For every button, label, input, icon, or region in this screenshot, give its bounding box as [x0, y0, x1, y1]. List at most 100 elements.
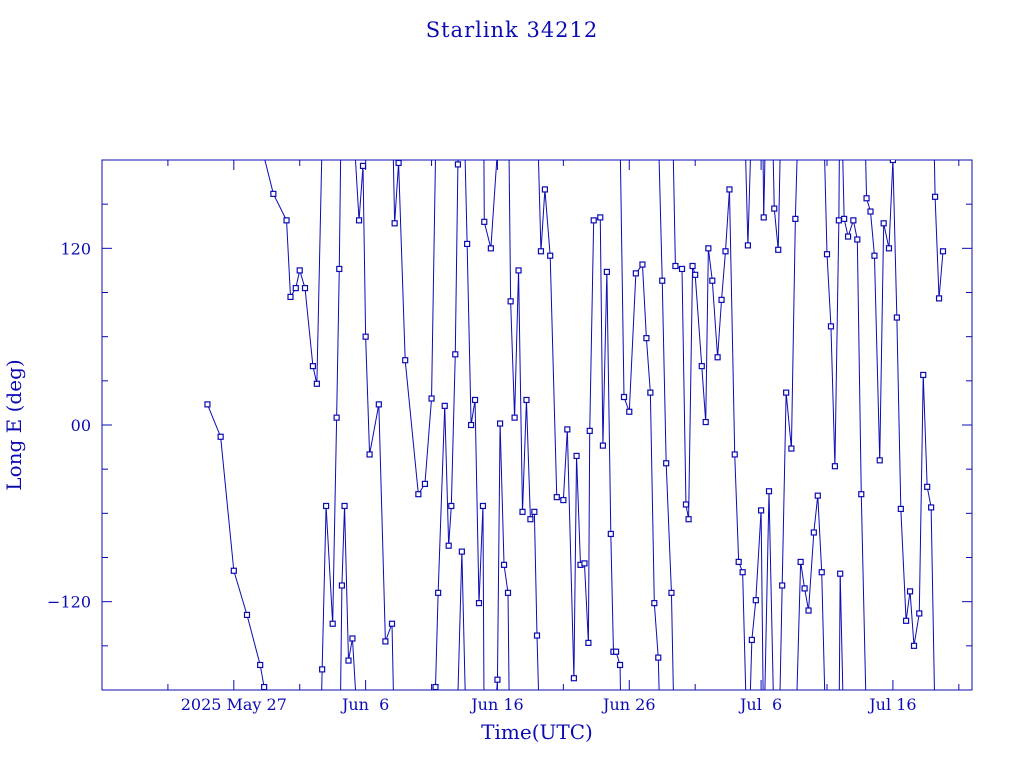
series-line-segment: [259, 664, 265, 688]
series-line-segment: [510, 301, 516, 418]
data-point-marker: [902, 617, 910, 624]
series-line-segment: [909, 591, 915, 646]
data-point-marker: [797, 558, 804, 566]
x-tick-label: Jun 6: [340, 695, 389, 714]
series-line-segment: [800, 561, 806, 589]
data-point-marker: [692, 271, 699, 278]
series-line-segment: [332, 417, 338, 624]
series-line-segment: [474, 399, 480, 604]
data-point-marker: [359, 162, 367, 169]
data-point-marker: [835, 217, 842, 224]
data-point-marker: [243, 611, 251, 619]
series-line-segment: [804, 588, 810, 611]
series-line-segment: [641, 264, 647, 339]
data-point-marker: [850, 217, 857, 224]
data-point-marker: [678, 265, 686, 273]
data-point-marker: [322, 502, 330, 510]
data-point-marker: [309, 363, 317, 370]
y-axis-title: Long E (deg): [2, 359, 26, 490]
data-point-marker: [783, 389, 790, 396]
series-line-segment: [499, 423, 505, 565]
series-line-segment: [525, 399, 531, 520]
series-line-segment: [338, 160, 342, 269]
data-point-marker: [718, 296, 725, 303]
data-point-marker: [541, 186, 549, 193]
data-point-marker: [867, 208, 874, 215]
series-line-segment: [404, 360, 419, 495]
series-line-segment: [576, 455, 581, 565]
data-point-marker: [388, 620, 396, 627]
series-line-segment: [711, 280, 719, 358]
series-line-segment: [694, 274, 703, 367]
data-point-marker: [682, 501, 690, 508]
x-tick-label: Jun 26: [601, 695, 655, 714]
data-point-marker: [448, 502, 455, 510]
series-line-segment: [745, 160, 749, 246]
data-point-marker: [523, 396, 530, 404]
data-point-marker: [487, 245, 494, 252]
data-point-marker: [204, 401, 211, 408]
data-point-marker: [827, 323, 835, 330]
data-point-marker: [313, 380, 320, 387]
data-point-marker: [939, 248, 947, 255]
data-point-marker: [897, 505, 904, 513]
data-point-marker: [863, 195, 870, 202]
series-line-segment: [839, 573, 844, 690]
data-point-marker: [643, 335, 650, 342]
series-line-segment: [478, 505, 484, 604]
data-point-marker: [844, 233, 852, 240]
series-line-segment: [768, 491, 774, 690]
data-point-marker: [428, 395, 435, 402]
series-line-segment: [688, 265, 694, 520]
series-line-segment: [537, 160, 542, 252]
data-point-marker: [668, 589, 675, 596]
series-line-segment: [602, 271, 608, 446]
data-point-marker: [935, 295, 943, 302]
series-line-segment: [508, 160, 512, 302]
series-line-segment: [220, 436, 235, 571]
series-line-segment: [870, 211, 875, 256]
data-point-marker: [564, 426, 571, 433]
data-point-marker: [553, 494, 560, 501]
series-line-segment: [900, 508, 907, 621]
data-point-marker: [349, 635, 356, 642]
series-line-segment: [653, 603, 659, 658]
series-line-segment: [749, 639, 753, 690]
data-point-marker: [744, 242, 752, 249]
data-point-marker: [496, 420, 504, 427]
data-point-marker: [375, 401, 382, 408]
series-line-segment: [325, 505, 334, 624]
series-line-segment: [751, 600, 757, 640]
series-line-segment: [821, 572, 826, 690]
series-line-segment: [826, 254, 832, 327]
series-line-segment: [777, 160, 781, 250]
series-line-segment: [206, 404, 222, 437]
series-line-segment: [918, 374, 924, 614]
data-point-marker: [230, 567, 237, 574]
data-point-marker: [345, 657, 352, 664]
series-line-segment: [454, 164, 459, 355]
data-point-marker: [467, 421, 475, 429]
data-point-marker: [752, 597, 759, 604]
data-point-marker: [319, 666, 326, 673]
data-point-marker: [924, 483, 931, 490]
series-line-segment: [701, 366, 707, 423]
series-line-segment: [599, 217, 604, 446]
data-point-marker: [362, 333, 369, 340]
series-line-segment: [838, 573, 841, 690]
series-line-segment: [813, 495, 819, 533]
data-point-marker: [792, 215, 799, 222]
series-line-segment: [246, 614, 261, 666]
data-point-marker: [771, 205, 778, 212]
series-line-segment: [392, 160, 396, 224]
series-line-segment: [728, 189, 736, 455]
series-line-segment: [461, 551, 466, 690]
series-line-segment: [321, 505, 327, 670]
series-line-segment: [873, 255, 881, 461]
series-line-segment: [610, 533, 614, 652]
data-point-marker: [726, 186, 733, 193]
series-line-segment: [394, 162, 400, 224]
data-point-marker: [893, 314, 900, 321]
data-point-marker: [818, 569, 825, 576]
series-line-segment: [896, 317, 902, 509]
